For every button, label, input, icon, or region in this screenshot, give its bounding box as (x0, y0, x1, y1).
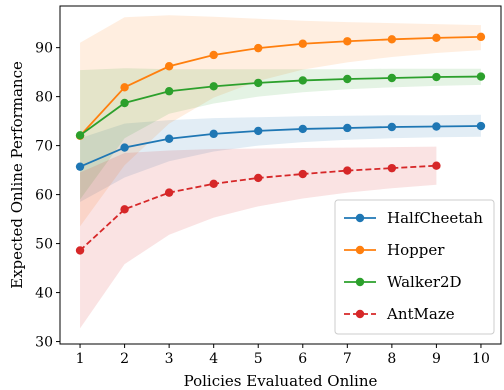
x-tick-label-10: 10 (472, 351, 490, 367)
point-halfcheetah-5 (254, 126, 263, 136)
point-walker2d-7 (343, 74, 352, 84)
point-halfcheetah-8 (387, 122, 397, 132)
x-tick-label-2: 2 (120, 351, 129, 367)
y-tick-label-90: 90 (35, 41, 53, 57)
point-halfcheetah-7 (343, 123, 352, 133)
legend-marker-hopper (355, 245, 365, 255)
x-tick-label-9: 9 (432, 351, 441, 367)
point-hopper-3 (164, 62, 174, 71)
y-tick-label-80: 80 (35, 90, 53, 106)
y-tick-label-70: 70 (35, 139, 53, 155)
point-halfcheetah-10 (476, 121, 486, 131)
point-hopper-7 (343, 37, 352, 46)
point-walker2d-5 (254, 78, 263, 88)
point-halfcheetah-9 (432, 122, 441, 131)
plot-frame (59, 5, 502, 345)
legend-box (334, 199, 495, 335)
legend-label-antmaze: AntMaze (386, 305, 455, 323)
point-hopper-4 (209, 50, 218, 60)
point-antmaze-6 (298, 169, 307, 179)
y-axis-label: Expected Online Performance (8, 61, 26, 289)
legend-label-halfcheetah: HalfCheetah (387, 209, 483, 227)
point-walker2d-4 (209, 82, 218, 91)
x-axis-label: Policies Evaluated Online (184, 372, 378, 390)
point-walker2d-1 (75, 131, 85, 140)
x-tick-label-3: 3 (165, 351, 174, 367)
y-tick-label-40: 40 (35, 286, 53, 302)
point-hopper-6 (298, 39, 307, 48)
point-halfcheetah-2 (120, 143, 129, 152)
y-tick-label-60: 60 (35, 188, 53, 204)
point-hopper-2 (120, 83, 129, 92)
legend: HalfCheetah Hopper Walker2D AntMaze (334, 199, 495, 335)
point-halfcheetah-1 (75, 162, 85, 171)
point-hopper-9 (432, 33, 441, 43)
x-tick-label-7: 7 (343, 351, 352, 367)
point-walker2d-10 (476, 72, 486, 81)
point-antmaze-5 (254, 173, 263, 183)
y-axis-ticks: 30 40 50 60 70 80 90 (35, 41, 60, 351)
band-walker2d (80, 68, 481, 200)
y-tick-label-50: 50 (35, 237, 53, 253)
line-halfcheetah (79, 125, 481, 168)
legend-marker-walker2d (355, 277, 365, 287)
point-hopper-8 (387, 35, 397, 44)
point-walker2d-8 (387, 73, 397, 83)
point-antmaze-7 (343, 166, 352, 175)
y-tick-label-30: 30 (35, 335, 53, 351)
point-walker2d-2 (120, 98, 129, 108)
point-antmaze-3 (164, 188, 174, 197)
point-antmaze-1 (75, 246, 85, 255)
series-markers (75, 32, 486, 255)
point-halfcheetah-3 (164, 134, 174, 143)
point-hopper-10 (476, 32, 486, 42)
legend-marker-antmaze (355, 309, 365, 319)
point-antmaze-9 (432, 161, 441, 170)
band-hopper (80, 15, 481, 227)
line-walker2d (79, 75, 481, 137)
x-tick-label-4: 4 (209, 351, 218, 367)
point-walker2d-9 (432, 72, 441, 82)
point-halfcheetah-6 (298, 124, 307, 134)
x-tick-label-6: 6 (298, 351, 307, 367)
x-tick-label-1: 1 (76, 351, 85, 367)
legend-label-hopper: Hopper (387, 241, 445, 259)
x-tick-label-8: 8 (387, 351, 396, 367)
point-antmaze-4 (209, 179, 218, 189)
point-antmaze-2 (120, 205, 129, 214)
point-walker2d-6 (298, 76, 307, 85)
line-hopper (79, 35, 481, 137)
legend-label-walker2d: Walker2D (387, 273, 462, 291)
x-axis-ticks: 1 2 3 4 5 6 7 8 9 10 (76, 344, 490, 367)
point-walker2d-3 (164, 87, 174, 96)
point-hopper-5 (254, 43, 263, 53)
x-tick-label-5: 5 (254, 351, 263, 367)
band-halfcheetah (80, 114, 481, 202)
point-halfcheetah-4 (209, 129, 218, 139)
legend-marker-halfcheetah (355, 213, 365, 223)
point-antmaze-8 (387, 163, 397, 173)
